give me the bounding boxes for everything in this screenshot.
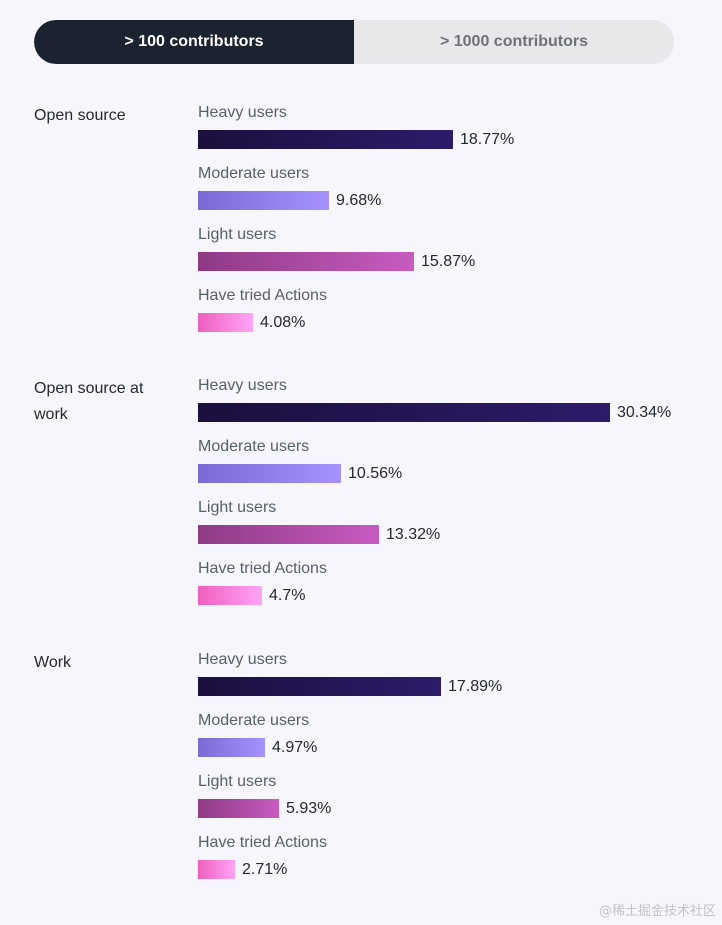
category-label: Light users [198,226,277,243]
bar-row: Moderate users 10.56% [198,437,698,498]
category-label: Heavy users [198,651,287,668]
bar-value-label: 2.71% [242,861,288,878]
category-label: Heavy users [198,104,287,121]
bar-row: Light users 5.93% [198,772,698,833]
bar-row: Have tried Actions 4.08% [198,286,698,347]
bar-row: Heavy users 17.89% [198,650,698,711]
bar-tried [198,313,253,332]
contributor-toggle: > 100 contributors > 1000 contributors [34,20,674,64]
bar-moderate [198,191,329,210]
group-title: Open source [34,107,126,124]
toggle-100-contributors[interactable]: > 100 contributors [34,20,354,64]
bar-heavy [198,130,453,149]
bar-value-label: 18.77% [460,131,515,148]
bar-light [198,525,379,544]
bar-value-label: 5.93% [286,800,332,817]
bar-row: Heavy users 30.34% [198,376,698,437]
bar-moderate [198,464,341,483]
category-label: Light users [198,499,277,516]
bar-value-label: 13.32% [386,526,441,543]
bar-value-label: 4.08% [260,314,306,331]
category-label: Moderate users [198,165,310,182]
bar-value-label: 4.97% [272,739,318,756]
bar-tried [198,586,262,605]
bar-light [198,799,279,818]
group-title: Open source at work [34,380,144,423]
bar-tried [198,860,235,879]
category-label: Have tried Actions [198,560,327,577]
watermark: @稀土掘金技术社区 [598,904,716,919]
bar-moderate [198,738,265,757]
bar-value-label: 17.89% [448,678,503,695]
bar-heavy [198,677,441,696]
bar-row: Light users 13.32% [198,498,698,559]
bar-heavy [198,403,610,422]
bar-value-label: 10.56% [348,465,403,482]
toggle-1000-contributors[interactable]: > 1000 contributors [354,20,674,64]
group-title: Work [34,654,72,671]
bar-row: Have tried Actions 4.7% [198,559,698,620]
bar-row: Have tried Actions 2.71% [198,833,698,894]
bar-row: Light users 15.87% [198,225,698,286]
bar-value-label: 30.34% [617,404,672,421]
category-label: Heavy users [198,377,287,394]
category-label: Have tried Actions [198,287,327,304]
category-label: Light users [198,773,277,790]
bar-value-label: 9.68% [336,192,382,209]
bar-row: Moderate users 4.97% [198,711,698,772]
category-label: Moderate users [198,712,310,729]
bar-value-label: 4.7% [269,587,306,604]
bar-row: Heavy users 18.77% [198,103,698,164]
bar-row: Moderate users 9.68% [198,164,698,225]
category-label: Moderate users [198,438,310,455]
bar-value-label: 15.87% [421,253,476,270]
category-label: Have tried Actions [198,834,327,851]
bar-light [198,252,414,271]
